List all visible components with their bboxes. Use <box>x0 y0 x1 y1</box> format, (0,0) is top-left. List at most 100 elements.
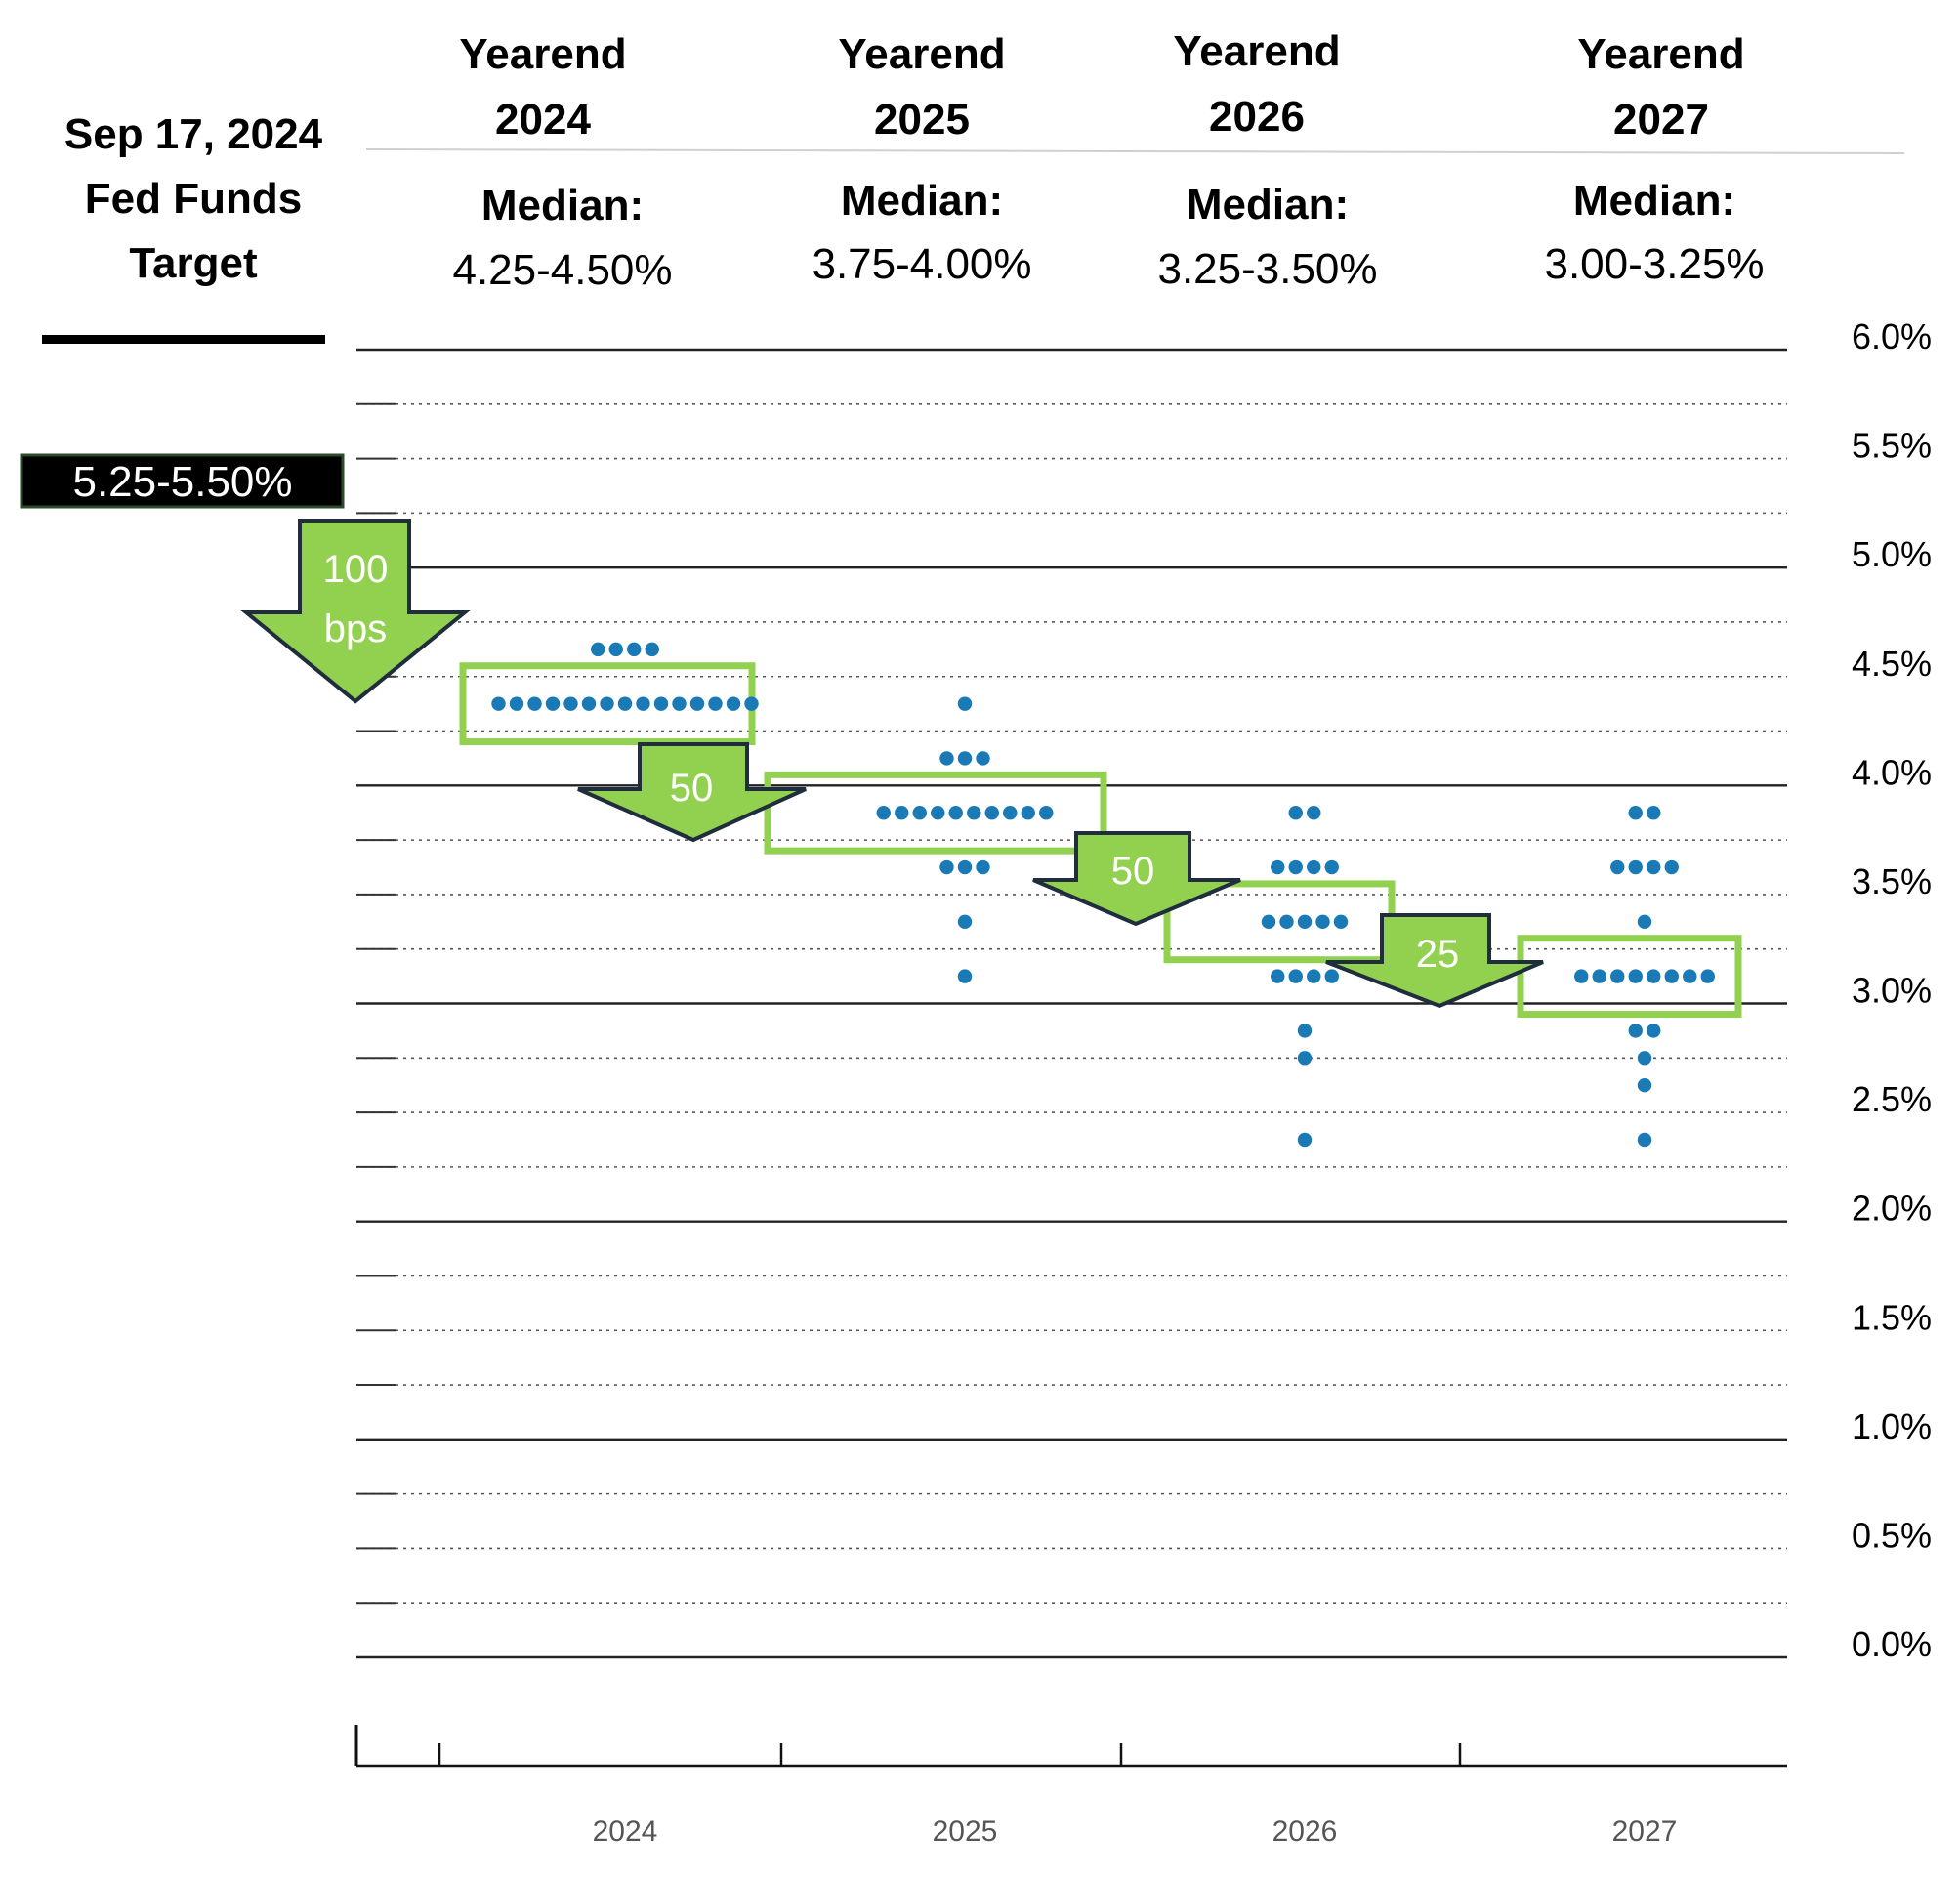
column-header-title-line2: 2026 <box>1209 93 1305 141</box>
y-tick-label: 0.5% <box>1852 1515 1932 1555</box>
dot-marker <box>984 806 999 820</box>
dot-marker <box>1664 859 1679 875</box>
cut-arrow: 50 <box>1032 831 1241 927</box>
dot-marker <box>581 696 597 711</box>
column-header-median-value: 4.25-4.50% <box>452 246 672 294</box>
column-header-2027: Yearend 2027 Median: 3.00-3.25% <box>1544 30 1764 288</box>
dot-marker <box>976 751 990 766</box>
left-header-line1: Sep 17, 2024 <box>64 110 323 158</box>
column-header-title-line2: 2024 <box>495 96 591 144</box>
dot-marker <box>1271 969 1285 983</box>
dot-marker <box>708 696 723 711</box>
dot-marker <box>653 696 669 711</box>
dot-marker <box>1021 806 1035 820</box>
dot-marker <box>527 696 542 711</box>
dot-marker <box>1647 969 1661 983</box>
dot-marker <box>1271 859 1285 875</box>
median-box <box>1517 935 1742 1018</box>
dot-marker <box>1324 859 1339 875</box>
dot-marker <box>957 914 973 930</box>
column-header-title-line2: 2027 <box>1613 96 1709 144</box>
current-target-box <box>20 453 345 509</box>
dot-marker <box>1610 969 1625 983</box>
column-header-title-line2: 2025 <box>874 96 970 144</box>
dot-marker <box>1288 806 1303 820</box>
cut-arrow: 50 <box>577 742 807 843</box>
dot-markers <box>491 642 1715 1148</box>
dot-marker <box>1610 859 1625 875</box>
dot-marker <box>726 696 741 711</box>
dot-marker <box>1647 1024 1661 1038</box>
cut-arrow-shape <box>577 742 807 843</box>
cut-arrow: 100 bps <box>240 519 471 704</box>
x-axis: 2024 2025 2026 2027 <box>354 1725 1787 1848</box>
dot-marker <box>976 859 990 875</box>
cut-arrow-label: 25 <box>1416 933 1460 976</box>
dot-marker <box>957 969 973 983</box>
median-box <box>764 771 1107 855</box>
current-target-badge: 5.25-5.50% <box>20 453 345 509</box>
cut-arrow-label: 50 <box>1111 850 1155 893</box>
y-tick-label: 1.5% <box>1852 1297 1932 1337</box>
dot-marker <box>1628 859 1643 875</box>
dot-marker <box>1297 1024 1313 1038</box>
dot-marker <box>627 642 642 657</box>
header-separator <box>365 148 1905 154</box>
dot-marker <box>1288 859 1303 875</box>
y-tick-label: 2.5% <box>1852 1079 1932 1119</box>
column-header-median-value: 3.25-3.50% <box>1157 245 1377 293</box>
dot-marker <box>617 696 633 711</box>
dot-marker <box>591 642 605 657</box>
x-tick-label: 2027 <box>1612 1816 1678 1848</box>
x-tick-label: 2024 <box>593 1816 658 1848</box>
left-header-line2: Fed Funds <box>85 175 302 223</box>
dot-marker <box>600 696 614 711</box>
dot-marker <box>1683 969 1697 983</box>
dot-marker <box>1637 1132 1652 1148</box>
column-header-median-label: Median: <box>1573 177 1735 225</box>
dot-marker <box>1637 914 1652 930</box>
dot-marker <box>608 642 623 657</box>
dot-marker <box>1628 806 1643 820</box>
dot-marker <box>895 806 909 820</box>
dot-marker <box>967 806 981 820</box>
dot-marker <box>1664 969 1679 983</box>
dot-marker <box>1307 969 1321 983</box>
y-tick-label: 6.0% <box>1852 316 1932 356</box>
y-tick-label: 1.0% <box>1852 1406 1932 1446</box>
y-axis-ticks: 6.0% 5.5% 5.0% 4.5% 4.0% 3.5% 3.0% 2.5% 2.0% 1.5%… <box>1852 316 1932 1664</box>
dot-marker <box>1261 914 1276 930</box>
column-header-title-line1: Yearend <box>459 30 626 78</box>
dot-marker <box>957 696 973 711</box>
cut-arrow: 25 <box>1325 913 1544 1009</box>
median-highlights <box>459 662 1742 1018</box>
cut-arrow-label: 100 <box>323 548 389 591</box>
dot-marker <box>1279 914 1294 930</box>
dot-marker <box>1039 806 1054 820</box>
column-header-median-label: Median: <box>481 182 644 230</box>
left-header: Sep 17, 2024 Fed Funds Target <box>42 110 325 344</box>
dot-marker <box>672 696 687 711</box>
dot-marker <box>509 696 524 711</box>
dot-marker <box>1315 914 1330 930</box>
cut-arrow-label: bps <box>324 607 388 650</box>
dot-marker <box>1307 859 1321 875</box>
dot-marker <box>1003 806 1018 820</box>
dot-marker <box>689 696 705 711</box>
column-header-2025: Yearend 2025 Median: 3.75-4.00% <box>812 30 1031 288</box>
left-header-underline <box>42 335 325 344</box>
y-tick-label: 3.5% <box>1852 861 1932 901</box>
column-header-median-label: Median: <box>841 177 1003 225</box>
dot-marker <box>939 859 954 875</box>
cut-arrows: 100 bps 50 50 25 <box>240 519 1544 1009</box>
dot-marker <box>1628 1024 1643 1038</box>
dot-marker <box>957 859 973 875</box>
dot-marker <box>1647 859 1661 875</box>
dot-marker <box>876 806 891 820</box>
dot-marker <box>636 696 650 711</box>
dot-marker <box>1297 1132 1313 1148</box>
dot-marker <box>931 806 945 820</box>
grid-lines <box>356 348 1787 1659</box>
x-tick-label: 2025 <box>933 1816 998 1848</box>
